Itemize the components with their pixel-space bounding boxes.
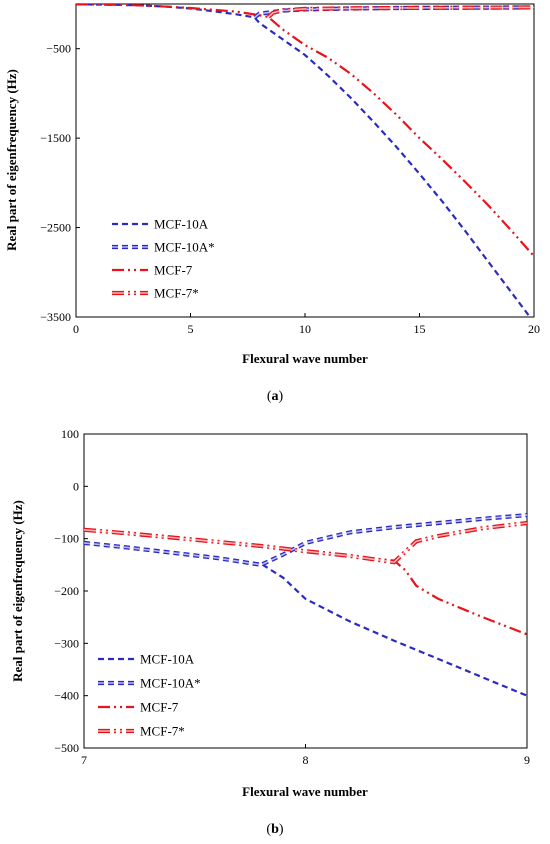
series-layer-a	[76, 4, 534, 317]
x-tick-label: 0	[73, 322, 79, 336]
y-tick-label: −200	[54, 584, 79, 598]
y-axis-label-b: Real part of eigenfrequency (Hz)	[10, 500, 25, 682]
y-tick-label: −400	[54, 689, 79, 703]
caption-b: (b)	[266, 822, 283, 837]
x-axis-label-a: Flexural wave number	[242, 351, 368, 366]
y-tick-label: −500	[54, 741, 79, 755]
panel-b: 7 8 9 100 0 −100 −200 −300 −400 −500 Flexural wav…	[10, 427, 530, 837]
x-axis-label-b: Flexural wave number	[242, 784, 368, 799]
x-tick-label: 8	[303, 753, 309, 767]
panel-a: 0 5 10 15 20 −500 −1500 −2500 −3500 Flexural wav…	[4, 3, 540, 404]
series-line-mcf-10a	[76, 4, 532, 317]
y-tick-label: 100	[61, 427, 79, 441]
legend-b: MCF-10A MCF-10A* MCF-7 MCF-7*	[98, 652, 201, 739]
legend-a: MCF-10A MCF-10A* MCF-7 MCF-7*	[112, 217, 215, 301]
legend-label-mcf-10a: MCF-10A	[154, 217, 209, 232]
caption-a: (a)	[267, 389, 284, 404]
legend-label-mcf-7-star: MCF-7*	[154, 286, 199, 301]
series-line-mcf-7	[76, 4, 534, 257]
series-line-mcf-7-star	[84, 520, 527, 565]
x-tick-label: 5	[188, 322, 194, 336]
legend-label-mcf-10a-star: MCF-10A*	[154, 240, 215, 255]
legend-label-mcf-7: MCF-7	[154, 263, 193, 278]
legend-label-mcf-7: MCF-7	[140, 700, 179, 715]
y-tick-label: −2500	[40, 221, 71, 235]
y-tick-label: −300	[54, 636, 79, 650]
series-layer-b	[84, 513, 527, 697]
y-tick-label: 0	[73, 479, 79, 493]
series-line-inner-mcf-10a-star	[84, 514, 527, 566]
y-axis-label-a: Real part of eigenfrequency (Hz)	[4, 69, 19, 251]
y-tick-label: −500	[46, 42, 71, 56]
tick-layer-b: 7 8 9 100 0 −100 −200 −300 −400 −500	[54, 427, 530, 767]
tick-layer-a: 0 5 10 15 20 −500 −1500 −2500 −3500	[40, 42, 540, 336]
series-line-mcf-7	[84, 528, 527, 636]
y-tick-label: −3500	[40, 310, 71, 324]
series-line-inner-mcf-10a-star	[254, 6, 534, 19]
x-tick-label: 10	[299, 322, 311, 336]
series-line-inner-mcf-7-star	[267, 6, 534, 18]
x-tick-label: 9	[524, 753, 530, 767]
y-tick-label: −1500	[40, 131, 71, 145]
x-tick-label: 7	[81, 753, 87, 767]
x-tick-label: 15	[414, 322, 426, 336]
x-tick-label: 20	[528, 322, 540, 336]
legend-label-mcf-10a: MCF-10A	[140, 652, 195, 667]
series-line-inner-mcf-7-star	[84, 522, 527, 564]
legend-label-mcf-7-star: MCF-7*	[140, 724, 185, 739]
series-line-mcf-10a-star	[84, 513, 527, 567]
y-tick-label: −100	[54, 532, 79, 546]
legend-label-mcf-10a-star: MCF-10A*	[140, 676, 201, 691]
series-line-mcf-10a	[84, 541, 527, 697]
